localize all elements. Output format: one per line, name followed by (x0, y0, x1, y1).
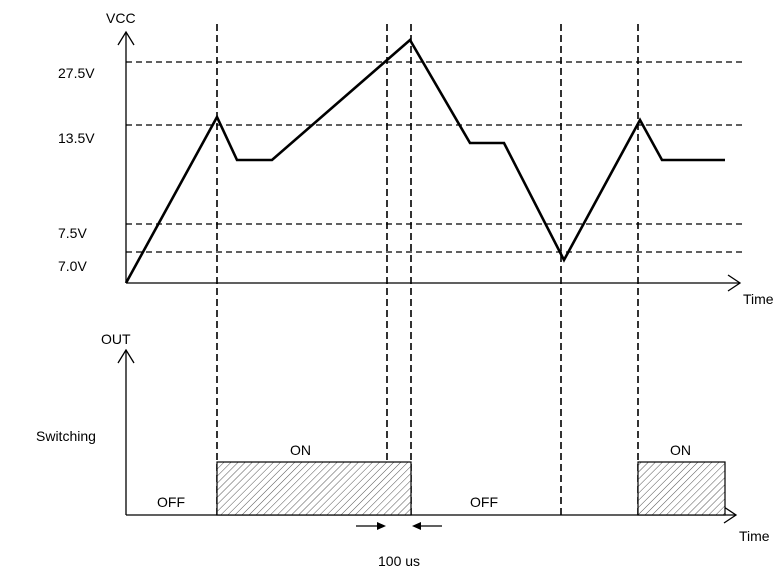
level-label-27-5v: 27.5V (58, 65, 95, 81)
switching-row-label: Switching (36, 428, 96, 444)
level-label-13-5v: 13.5V (58, 130, 95, 146)
state-label-off-1: OFF (157, 494, 185, 510)
out-axis-label: OUT (101, 331, 131, 347)
state-label-off-2: OFF (470, 494, 498, 510)
on-pulse-2 (637, 461, 726, 516)
state-label-on-2: ON (670, 442, 691, 458)
vcc-waveform (124, 37, 725, 284)
vcc-axis-label: VCC (106, 10, 136, 26)
delay-arrows (356, 522, 442, 530)
out-time-label: Time (739, 528, 770, 544)
vcc-time-label: Time (743, 291, 774, 307)
level-label-7-5v: 7.5V (58, 225, 87, 241)
delay-label: 100 us (378, 553, 420, 569)
state-label-on-1: ON (290, 442, 311, 458)
level-label-7-0v: 7.0V (58, 258, 87, 274)
on-pulse-1 (216, 461, 412, 516)
